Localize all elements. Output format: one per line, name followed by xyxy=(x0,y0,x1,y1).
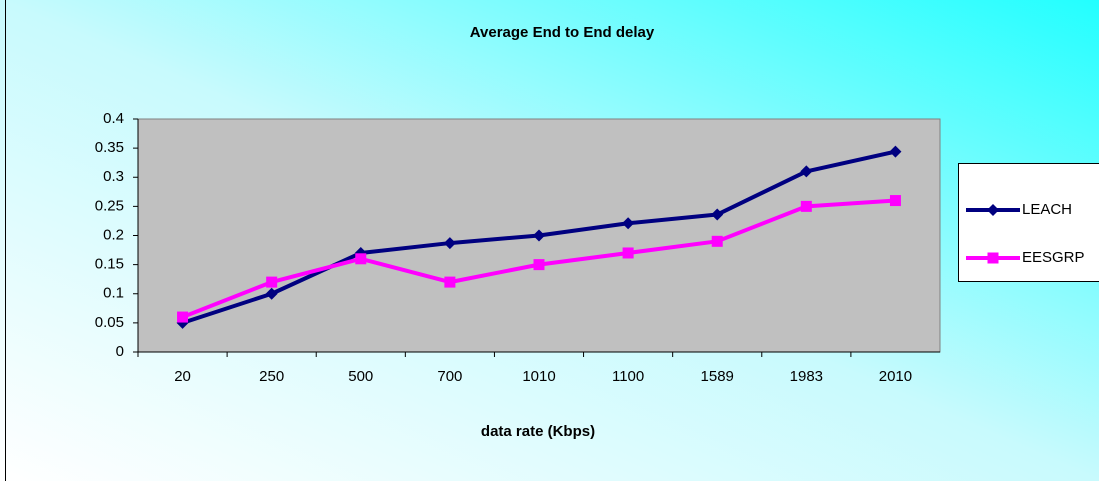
y-tick-label: 0.3 xyxy=(103,168,124,185)
data-point xyxy=(444,276,456,288)
legend-marker xyxy=(987,252,999,264)
data-point xyxy=(443,237,456,250)
x-tick-label: 1010 xyxy=(522,368,555,385)
x-tick-label: 700 xyxy=(437,368,462,385)
legend-label: EESGRP xyxy=(1022,249,1085,266)
y-tick-label: 0.4 xyxy=(103,110,124,127)
data-point xyxy=(711,235,723,247)
data-point xyxy=(355,253,367,265)
legend-marker xyxy=(987,204,999,216)
data-point xyxy=(177,311,189,323)
data-point xyxy=(266,276,278,288)
data-point xyxy=(533,259,545,271)
y-tick-label: 0.05 xyxy=(95,314,124,331)
x-tick-label: 20 xyxy=(174,368,191,385)
x-tick-label: 1100 xyxy=(612,368,644,385)
y-tick-label: 0.2 xyxy=(103,226,124,243)
data-point xyxy=(889,195,901,207)
y-tick-label: 0 xyxy=(116,343,124,360)
x-tick-label: 250 xyxy=(259,368,284,385)
y-tick-label: 0.1 xyxy=(103,285,124,302)
data-point xyxy=(889,145,902,158)
x-tick-label: 500 xyxy=(348,368,373,385)
data-point xyxy=(711,208,724,221)
x-axis-label: data rate (Kbps) xyxy=(481,423,595,440)
data-point xyxy=(622,247,634,259)
y-tick-label: 0.35 xyxy=(95,139,124,156)
legend-box xyxy=(958,163,1099,282)
legend-label: LEACH xyxy=(1022,201,1072,218)
data-point xyxy=(622,217,635,230)
data-point xyxy=(800,165,813,178)
y-tick-label: 0.15 xyxy=(95,256,124,273)
data-point xyxy=(533,229,545,242)
y-tick-label: 0.25 xyxy=(95,197,124,214)
x-tick-label: 1589 xyxy=(701,368,734,385)
x-tick-label: 2010 xyxy=(879,368,912,385)
chart-title: Average End to End delay xyxy=(470,24,655,41)
x-tick-label: 1983 xyxy=(790,368,823,385)
data-point xyxy=(800,200,812,212)
data-point xyxy=(265,287,278,300)
